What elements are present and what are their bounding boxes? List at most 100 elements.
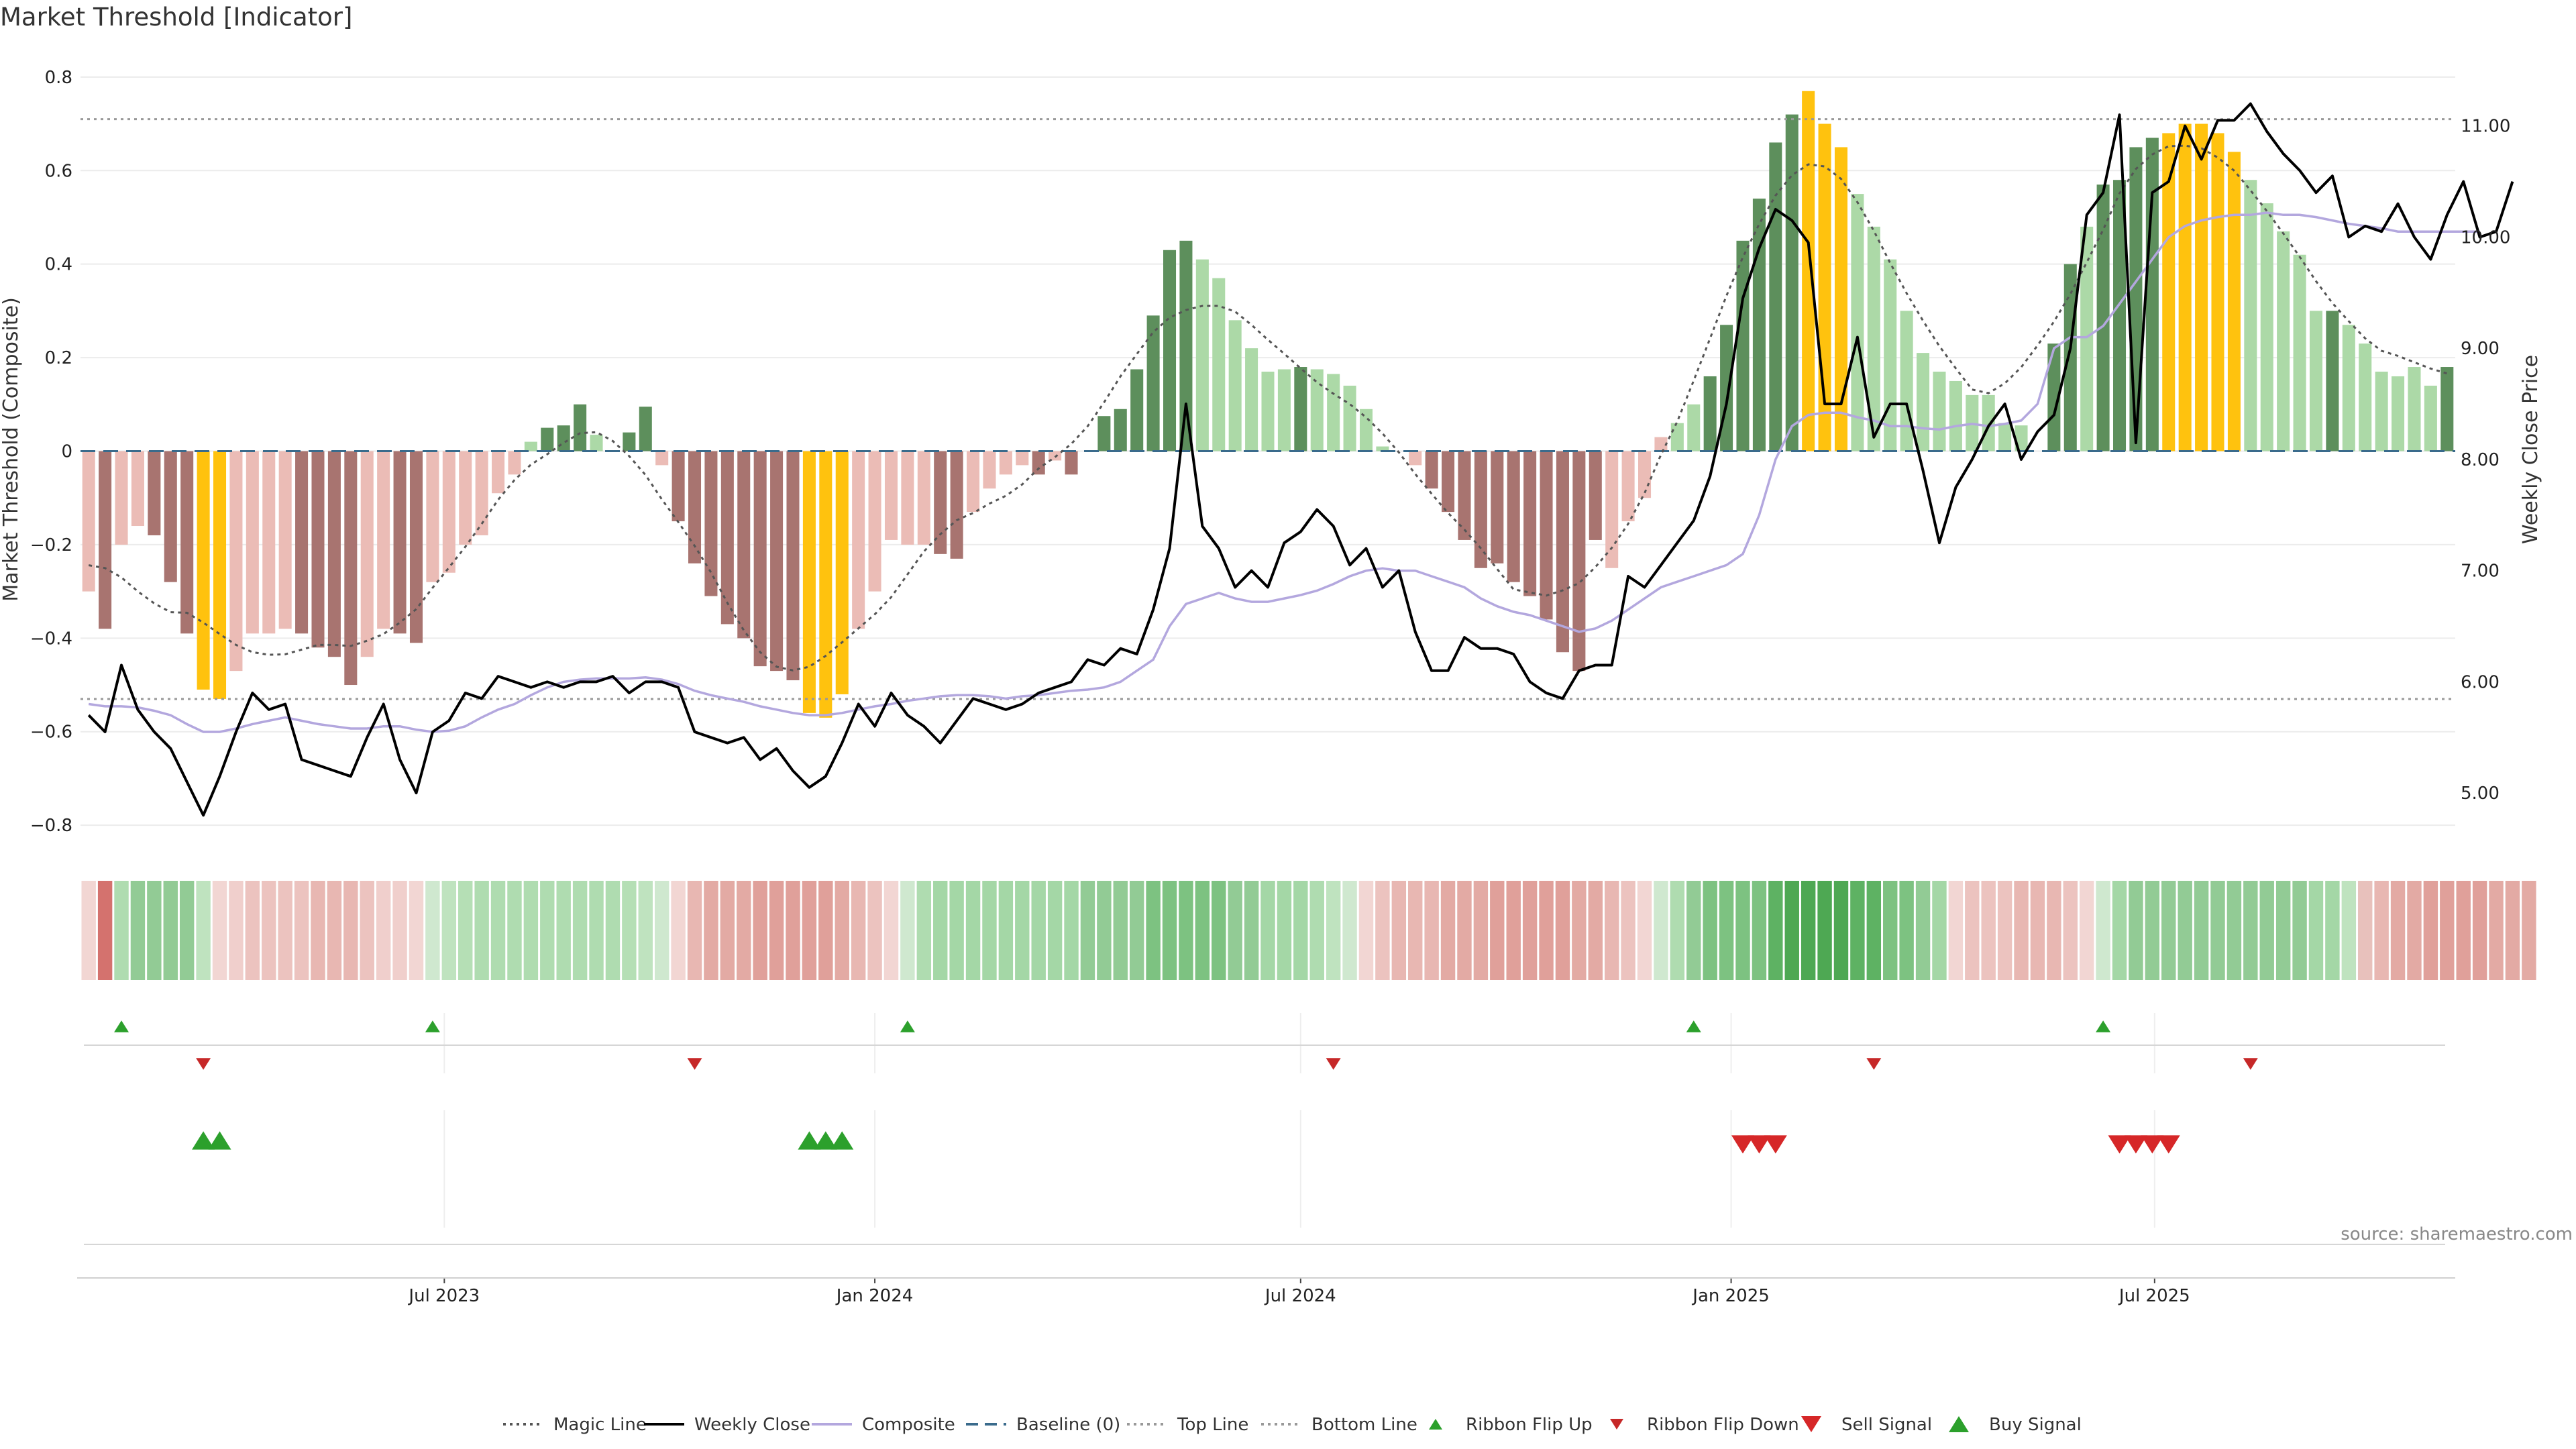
magic-line [88, 144, 2448, 672]
composite-bar [2178, 123, 2192, 451]
composite-bar [1442, 451, 1455, 513]
ribbon-cell [605, 881, 621, 980]
composite-bar [197, 451, 210, 690]
composite-bar [2375, 372, 2388, 451]
legend-entry: Baseline (0) [966, 1415, 1120, 1435]
composite-bar [2047, 343, 2061, 451]
composite-bar [1507, 451, 1520, 582]
composite-bar [409, 451, 423, 643]
composite-bar [2080, 226, 2094, 451]
composite-bar [1851, 194, 1864, 451]
legend-label: Baseline (0) [1016, 1415, 1120, 1435]
ribbon-flip-down-marker [196, 1058, 211, 1070]
ribbon-cell [163, 881, 178, 980]
composite-bar [1097, 416, 1111, 451]
ribbon-cell [1473, 881, 1489, 980]
ribbon-cell [2194, 881, 2209, 980]
composite-bar [164, 451, 177, 582]
ribbon-cell [1817, 881, 1832, 980]
composite-bar [115, 451, 128, 545]
composite-bar [2112, 180, 2127, 451]
ribbon-cell [2047, 881, 2061, 980]
ribbon-cell [490, 881, 506, 980]
ribbon-cell [1047, 881, 1063, 980]
composite-bar [2359, 343, 2372, 451]
composite-bar [934, 451, 947, 554]
ribbon-cell [802, 881, 817, 980]
composite-bar [1687, 404, 1701, 451]
ribbon-cell [441, 881, 457, 980]
ribbon-cell [622, 881, 637, 980]
composite-bar [2342, 325, 2355, 451]
composite-bar [770, 451, 784, 672]
composite-bar [753, 451, 767, 667]
y-tick-label: 0.8 [45, 68, 72, 88]
ribbon-cell [737, 881, 751, 980]
sell-signal-marker [2108, 1135, 2131, 1154]
ribbon-cell [671, 881, 686, 980]
composite-bar [262, 451, 276, 634]
legend-label: Buy Signal [1989, 1415, 2082, 1435]
ribbon-flip-up-marker [1686, 1020, 1701, 1032]
ribbon-cell [1506, 881, 1521, 980]
ribbon-cell [720, 881, 735, 980]
ribbon-cell [2161, 881, 2176, 980]
legend-label: Magic Line [553, 1415, 647, 1435]
ribbon-cell [949, 881, 964, 980]
composite-bar [1621, 451, 1635, 522]
legend-entry: Ribbon Flip Down [1610, 1415, 1799, 1435]
ribbon-cell [2407, 881, 2422, 980]
composite-bar [2227, 152, 2241, 451]
composite-bar [1900, 311, 1913, 451]
ribbon-cell [1522, 881, 1538, 980]
buy-signal-marker [208, 1131, 231, 1150]
composite-bar [1032, 451, 1045, 475]
ribbon-cell [360, 881, 374, 980]
y2-tick-label: 5.00 [2461, 784, 2500, 804]
composite-bar [2277, 231, 2290, 451]
composite-bar [655, 451, 669, 466]
sell-signal-marker [2157, 1135, 2180, 1154]
legend-label: Ribbon Flip Down [1647, 1415, 1799, 1435]
ribbon-cell [998, 881, 1014, 980]
composite-bar [99, 451, 112, 629]
ribbon-cell [1703, 881, 1717, 980]
composite-bar [475, 451, 488, 535]
ribbon-cell [2014, 881, 2029, 980]
x-tick-label: Jul 2025 [2118, 1286, 2190, 1306]
composite-bar [2309, 311, 2323, 451]
composite-bar [1474, 451, 1487, 568]
y2-tick-label: 7.00 [2461, 561, 2500, 582]
legend-swatch [1610, 1419, 1623, 1430]
left-axis-label: Market Threshold (Composite) [0, 297, 23, 602]
buy-signal-marker [798, 1131, 821, 1150]
sell-signal-marker [1731, 1135, 1754, 1154]
ribbon-cell [343, 881, 358, 980]
price-lines [87, 102, 2514, 817]
ribbon-cell [425, 881, 440, 980]
composite-bar [868, 451, 881, 592]
x-tick-label: Jan 2024 [835, 1286, 914, 1306]
ribbon-cell [2129, 881, 2143, 980]
composite-bar [82, 451, 95, 592]
legend-label: Top Line [1177, 1415, 1248, 1435]
ribbon-cell [196, 881, 211, 980]
ribbon-flip-panel [84, 1013, 2445, 1073]
ribbon-cell [1244, 881, 1259, 980]
ribbon-cell [1621, 881, 1635, 980]
ribbon-cell [2063, 881, 2078, 980]
ribbon-cell [1981, 881, 1996, 980]
composite-bar [2260, 203, 2273, 451]
ribbon-cell [262, 881, 276, 980]
ribbon-cell [1424, 881, 1439, 980]
composite-bar [1523, 451, 1537, 596]
composite-bar [1179, 240, 1193, 451]
composite-bar [426, 451, 439, 582]
ribbon-cell [867, 881, 882, 980]
ribbon-cell [1195, 881, 1210, 980]
ribbon-cell [1097, 881, 1112, 980]
ribbon-cell [2259, 881, 2274, 980]
legend-label: Bottom Line [1311, 1415, 1417, 1435]
composite-bar [1458, 451, 1471, 540]
ribbon-cell [1850, 881, 1865, 980]
